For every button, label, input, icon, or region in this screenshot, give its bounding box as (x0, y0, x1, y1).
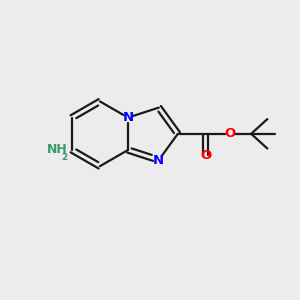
Text: 2: 2 (61, 153, 68, 162)
Text: NH: NH (47, 143, 68, 157)
Text: N: N (122, 111, 134, 124)
Text: O: O (200, 148, 212, 161)
Text: N: N (153, 154, 164, 166)
Text: O: O (224, 127, 236, 140)
